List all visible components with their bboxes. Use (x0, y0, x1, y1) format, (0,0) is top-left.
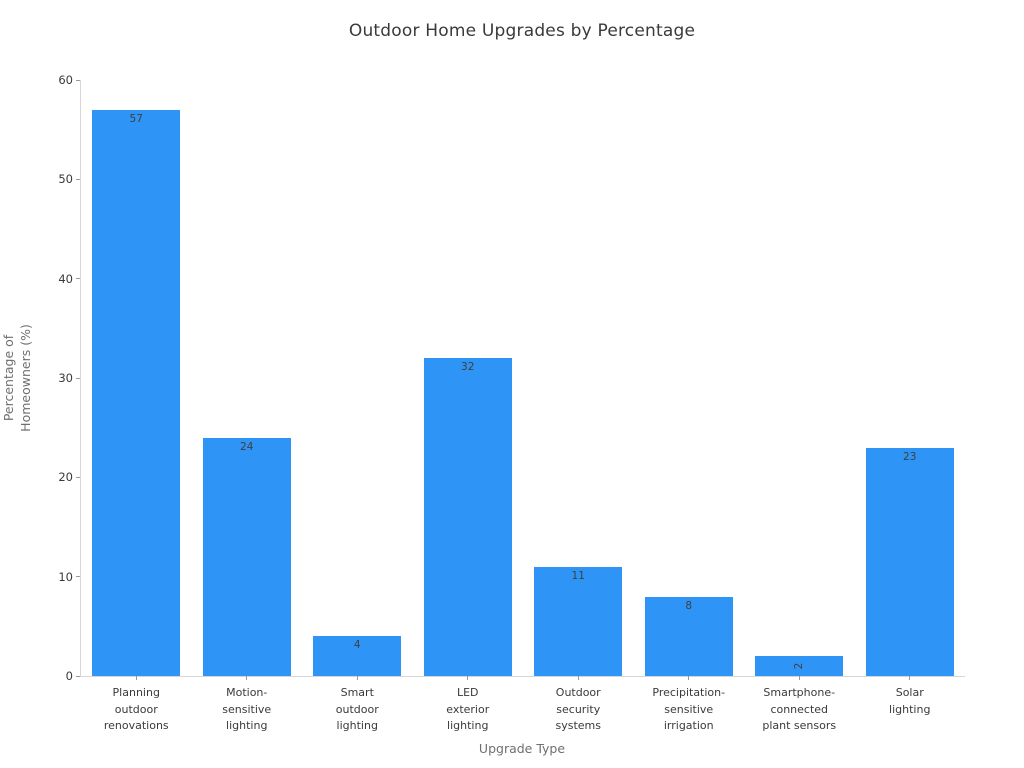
x-category-label: LED exterior lighting (446, 686, 490, 732)
y-tick-mark (76, 178, 80, 180)
bar-value-label: 8 (685, 599, 693, 612)
bar-value-label: 32 (461, 361, 475, 374)
x-category-label: Outdoor security systems (555, 686, 602, 732)
y-tick-label: 50 (58, 172, 73, 187)
bar: 23 (865, 447, 954, 676)
bar: 8 (644, 596, 733, 676)
x-tick-mark (246, 676, 248, 680)
y-tick-label: 0 (65, 669, 73, 683)
y-tick-mark (76, 675, 80, 677)
y-axis-label: Percentage of Homeowners (%) (1, 324, 33, 432)
y-tick-label: 30 (58, 371, 73, 385)
x-tick-mark (909, 676, 911, 680)
y-tick-mark (76, 278, 80, 280)
plot-area: 0 10 20 30 40 50 60 57 Planning outdoor renovati… (58, 73, 965, 732)
bar: 24 (202, 437, 291, 676)
y-tick-label: 10 (58, 569, 73, 584)
x-category-label: Smart outdoor lighting (335, 686, 379, 732)
x-tick-mark (467, 676, 469, 680)
bar-value-label: 2 (793, 662, 806, 670)
x-category-label: Precipitation- sensitive irrigation (652, 686, 726, 732)
x-axis-label: Upgrade Type (478, 741, 566, 756)
y-tick-mark (76, 79, 80, 81)
y-tick-label: 20 (58, 470, 73, 485)
chart-title: Outdoor Home Upgrades by Percentage (348, 21, 696, 41)
x-category-label: Planning outdoor renovations (103, 686, 169, 732)
x-tick-mark (135, 676, 137, 680)
y-tick-mark (76, 377, 80, 379)
bar-value-label: 11 (571, 569, 585, 582)
bar: 57 (92, 109, 181, 676)
x-tick-mark (798, 676, 800, 680)
y-tick-mark (76, 576, 80, 578)
bar-value-label: 4 (353, 639, 361, 652)
bar-value-label: 24 (240, 440, 254, 453)
bar-value-label: 23 (903, 450, 917, 463)
bar: 11 (534, 566, 623, 676)
x-category-label: Motion- sensitive lighting (222, 686, 272, 732)
x-tick-mark (688, 676, 690, 680)
bar-value-label: 57 (129, 112, 143, 125)
x-tick-mark (356, 676, 358, 680)
x-tick-mark (577, 676, 579, 680)
y-tick-mark (76, 476, 80, 478)
y-tick-label: 60 (58, 73, 73, 87)
bar: 2 (755, 656, 844, 676)
x-category-label: Solar lighting (889, 686, 931, 716)
x-category-label: Smartphone- connected plant sensors (762, 686, 837, 732)
bar: 4 (313, 636, 402, 676)
y-tick-label: 40 (58, 271, 73, 286)
bar: 32 (423, 358, 512, 676)
